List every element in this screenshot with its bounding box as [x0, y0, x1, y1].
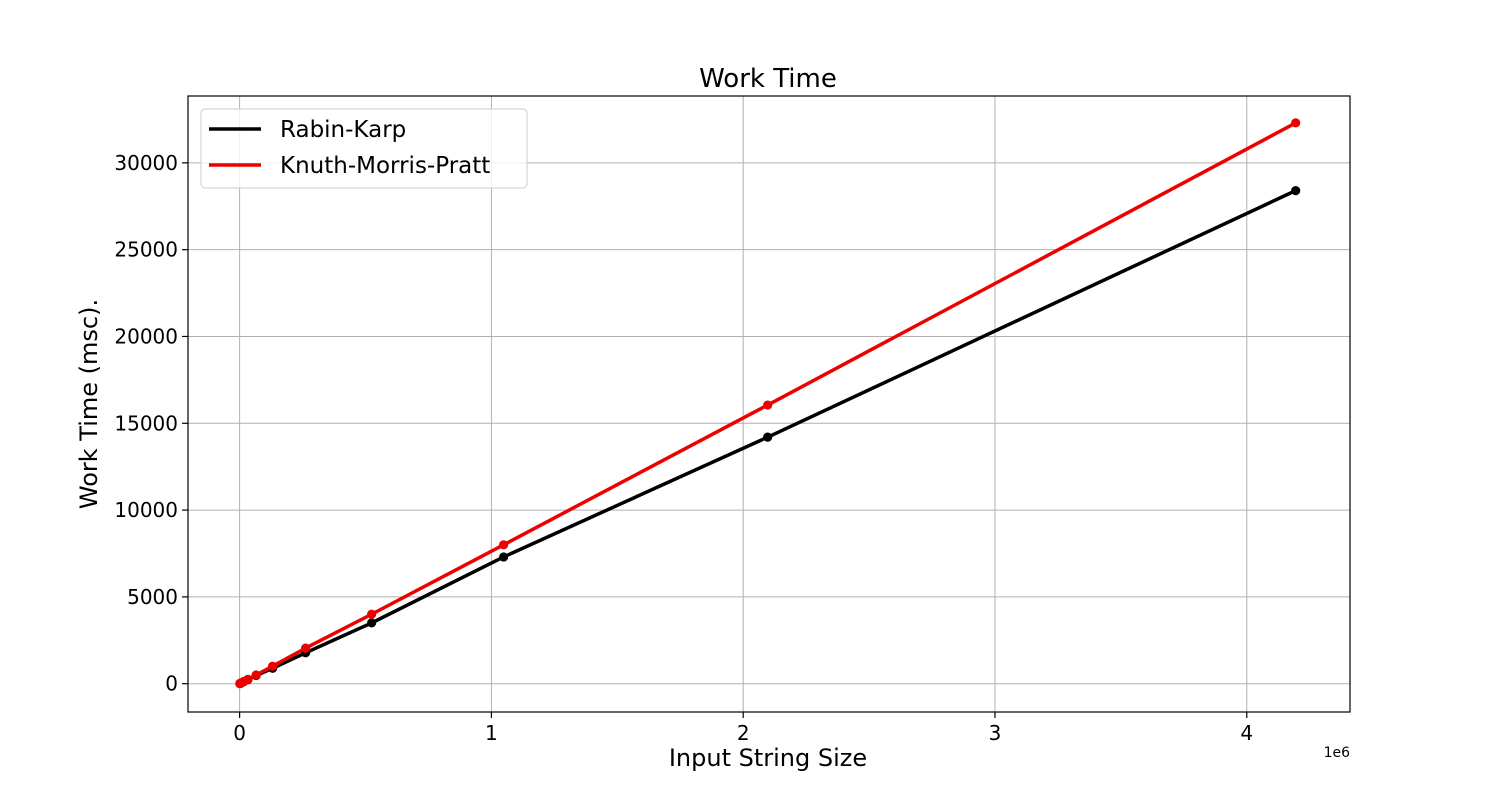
- x-axis-offset-label: 1e6: [1324, 745, 1351, 761]
- data-point: [367, 618, 377, 628]
- data-point: [1291, 186, 1301, 196]
- x-tick-label: 4: [1240, 721, 1253, 745]
- data-point: [763, 432, 773, 442]
- y-tick-label: 20000: [114, 324, 178, 348]
- series-knuth-morris-pratt: [235, 118, 1301, 689]
- y-tick-label: 5000: [127, 585, 178, 609]
- y-axis-label: Work Time (msc).: [75, 299, 103, 509]
- data-point: [499, 540, 509, 550]
- legend-label: Knuth-Morris-Pratt: [280, 153, 490, 179]
- data-point: [251, 670, 261, 680]
- data-point: [499, 552, 509, 562]
- y-tick-label: 0: [165, 672, 178, 696]
- chart-title: Work Time: [699, 64, 837, 94]
- data-point: [763, 400, 773, 410]
- x-tick-label: 0: [233, 721, 246, 745]
- y-tick-label: 25000: [114, 238, 178, 262]
- data-point: [268, 661, 278, 671]
- data-point: [1291, 118, 1301, 128]
- x-tick-label: 2: [737, 721, 750, 745]
- legend: Rabin-Karp Knuth-Morris-Pratt: [200, 108, 528, 189]
- y-tick-label: 10000: [114, 498, 178, 522]
- y-tick-label: 30000: [114, 151, 178, 175]
- x-tick-label: 1: [485, 721, 498, 745]
- grid: [188, 96, 1350, 712]
- legend-box: [200, 108, 528, 189]
- plot-series: [235, 118, 1301, 689]
- data-point: [301, 643, 311, 653]
- plot-frame: [187, 95, 1351, 713]
- x-axis-label: Input String Size: [669, 744, 867, 772]
- data-point: [243, 674, 253, 684]
- legend-label: Rabin-Karp: [280, 117, 406, 143]
- data-point: [367, 609, 377, 619]
- x-tick-label: 3: [989, 721, 1002, 745]
- axis-ticks: 0 1 2 3 4 0 5000 10000 15000 20000 25000 30000: [114, 151, 1253, 745]
- y-tick-label: 15000: [114, 411, 178, 435]
